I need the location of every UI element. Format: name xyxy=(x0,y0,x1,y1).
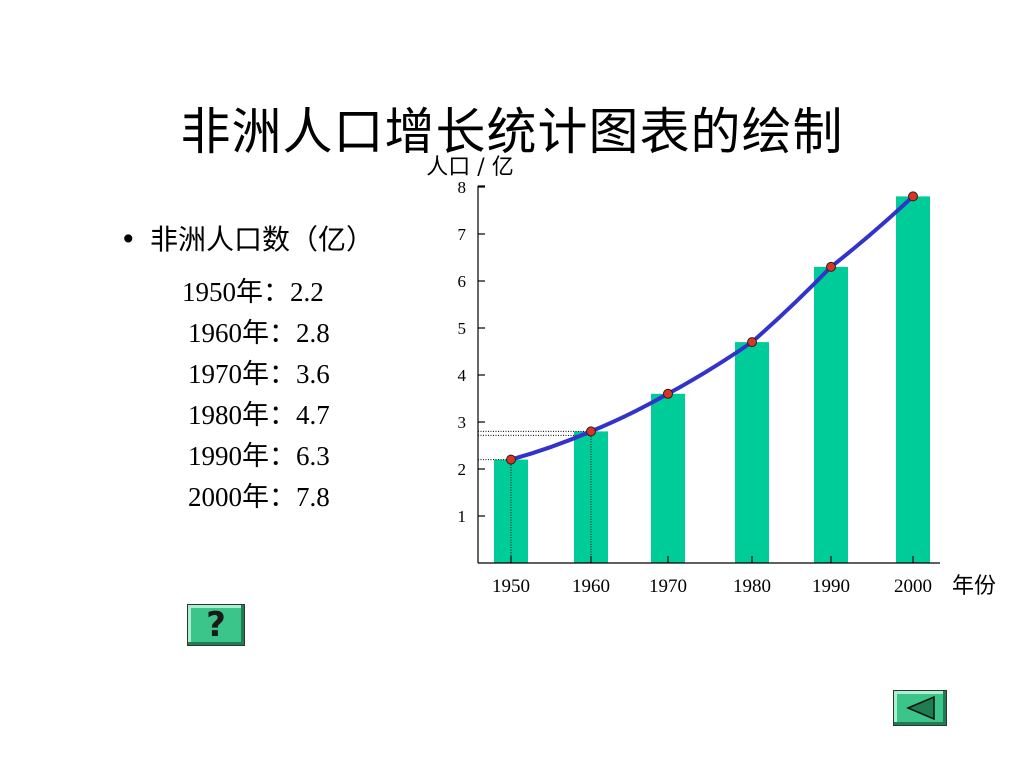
y-axis-label: 人口 / 亿 xyxy=(426,155,513,180)
bar-2000 xyxy=(896,196,930,563)
data-point-1990 xyxy=(826,261,836,272)
x-tick-label: 1960 xyxy=(572,576,610,597)
bullet-item: • 非洲人口数（亿） xyxy=(120,220,374,260)
labels-group: 1 2 3 4 5 6 7 8 1950 1960 1970 1980 1990 2000 人口 / 亿年份 xyxy=(426,155,996,599)
x-tick-label: 1970 xyxy=(649,576,687,597)
x-tick-label: 2000 xyxy=(894,576,932,597)
markers-group xyxy=(506,191,918,465)
list-item: 2000年：7.8 xyxy=(188,482,330,512)
list-item: 1960年：2.8 xyxy=(188,318,330,348)
data-point-1970 xyxy=(663,388,673,399)
triangle-left-icon xyxy=(906,695,935,721)
y-tick-label: 1 xyxy=(458,507,467,526)
slide-title: 非洲人口增长统计图表的绘制 xyxy=(180,103,844,161)
y-tick-label: 3 xyxy=(458,413,467,432)
trend-line xyxy=(510,194,915,462)
x-tick-label: 1990 xyxy=(812,576,850,597)
data-point-2000 xyxy=(908,191,918,202)
y-tick-label: 6 xyxy=(458,272,467,291)
x-axis-label: 年份 xyxy=(952,574,996,599)
x-tick-label: 1980 xyxy=(733,576,771,597)
bullet-text: 非洲人口数（亿） xyxy=(150,223,375,256)
bar-1990 xyxy=(814,266,848,563)
list-item: 1980年：4.7 xyxy=(188,400,330,430)
list-item: 1990年：6.3 xyxy=(188,441,330,471)
y-tick-label: 7 xyxy=(458,225,467,244)
bullet-dot: • xyxy=(120,223,137,256)
help-button[interactable]: ? xyxy=(187,604,245,646)
population-list: 1950年：2.2 1960年：2.8 1970年：3.6 1980年：4.7 … xyxy=(182,272,330,518)
data-point-1980 xyxy=(747,337,757,348)
list-item: 1950年：2.2 xyxy=(182,277,324,307)
back-button[interactable] xyxy=(893,690,947,726)
question-mark-icon: ? xyxy=(206,605,226,645)
y-tick-label: 5 xyxy=(458,319,467,338)
trend-line-group xyxy=(510,194,915,462)
data-point-1950 xyxy=(506,454,516,465)
bar-1970 xyxy=(651,393,685,563)
y-tick-label: 2 xyxy=(458,460,467,479)
y-tick-label: 8 xyxy=(458,178,467,197)
data-point-1960 xyxy=(586,426,596,437)
bar-1950 xyxy=(494,459,528,563)
x-tick-label: 1950 xyxy=(492,576,530,597)
bar-1980 xyxy=(735,342,769,563)
y-tick-label: 4 xyxy=(458,366,467,385)
axes-group xyxy=(477,185,940,564)
bars-group xyxy=(494,196,930,563)
guide-lines-group xyxy=(478,430,592,563)
list-item: 1970年：3.6 xyxy=(188,359,330,389)
